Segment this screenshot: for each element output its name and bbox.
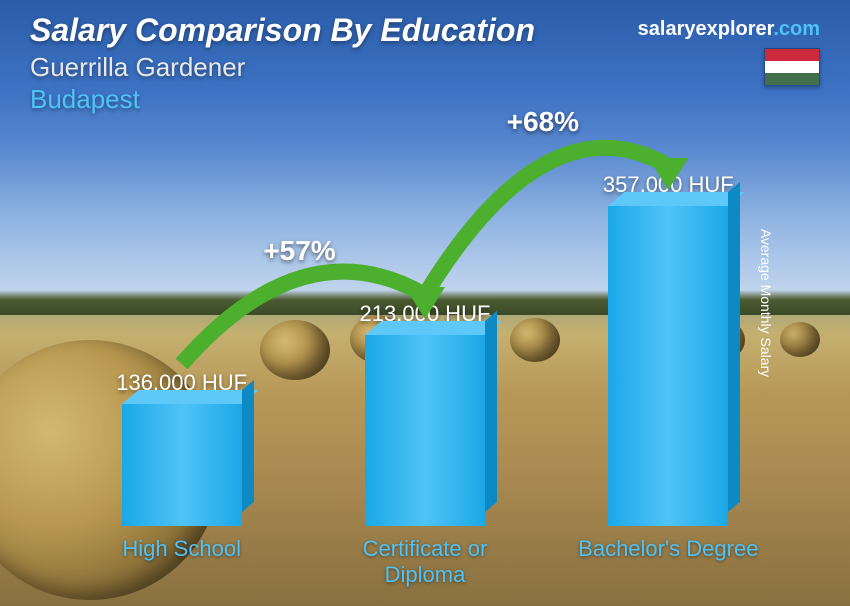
flag-stripe (765, 49, 819, 61)
location-label: Budapest (30, 84, 140, 115)
bar-category-label: Bachelor's Degree (578, 536, 758, 586)
bar (608, 206, 728, 526)
bar-side-face (242, 380, 254, 512)
bar-category-label: Certificate orDiploma (363, 536, 488, 586)
chart-container: Salary Comparison By Education Guerrilla… (0, 0, 850, 606)
brand-logo: salaryexplorer.com (638, 18, 820, 41)
flag-stripe (765, 61, 819, 73)
page-title: Salary Comparison By Education (30, 12, 535, 49)
increase-percent-label: +57% (263, 235, 335, 267)
brand-suffix: .com (773, 18, 820, 40)
bar-category-label: High School (122, 536, 241, 586)
bar-front-face (608, 206, 728, 526)
bar-side-face (728, 182, 740, 512)
bar-group: 136,000 HUF High School (82, 370, 282, 586)
flag-stripe (765, 73, 819, 85)
increase-percent-label: +68% (507, 106, 579, 138)
country-flag-icon (764, 48, 820, 86)
bar-top-face (608, 192, 745, 206)
bar-front-face (365, 335, 485, 526)
bar-side-face (485, 311, 497, 512)
bar-front-face (122, 404, 242, 526)
bar-top-face (365, 321, 502, 335)
brand-name: salaryexplorer (638, 18, 774, 40)
bar (122, 404, 242, 526)
job-subtitle: Guerrilla Gardener (30, 52, 245, 83)
bar (365, 335, 485, 526)
bar-top-face (122, 390, 259, 404)
bar-group: 357,000 HUF Bachelor's Degree (568, 172, 768, 586)
bar-chart: 136,000 HUF High School 213,000 HUF Cert… (60, 140, 790, 586)
bar-group: 213,000 HUF Certificate orDiploma (325, 301, 525, 586)
